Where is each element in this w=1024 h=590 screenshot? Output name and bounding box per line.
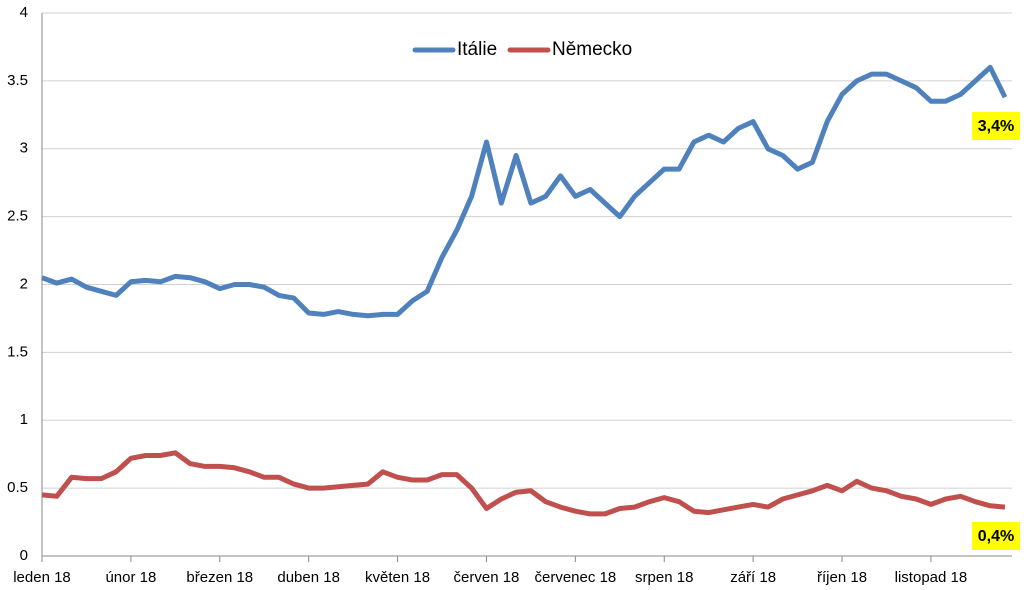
- legend-label: Německo: [552, 39, 632, 60]
- legend-label: Itálie: [457, 39, 497, 60]
- x-tick-label: duben 18: [277, 569, 340, 586]
- x-tick-label: červen 18: [454, 569, 520, 586]
- line-series: [41, 450, 1006, 517]
- annotation-box: [972, 112, 1020, 140]
- x-tick-label: květen 18: [365, 569, 430, 586]
- legend-item: Itálie: [412, 39, 497, 60]
- legend-item: Německo: [507, 39, 632, 60]
- y-tick-label: 0: [20, 547, 28, 564]
- x-tick-label: březen 18: [186, 569, 253, 586]
- x-tick-label: červenec 18: [534, 569, 616, 586]
- y-tick-label: 1: [20, 411, 28, 428]
- y-tick-label: 4: [20, 4, 28, 21]
- y-tick-label: 2.5: [7, 208, 28, 225]
- y-tick-label: 3: [20, 140, 28, 157]
- x-tick-label: listopad 18: [895, 569, 968, 586]
- x-tick-label: únor 18: [105, 569, 156, 586]
- x-tick-label: leden 18: [13, 569, 71, 586]
- y-tick-label: 2: [20, 275, 28, 292]
- x-tick-label: srpen 18: [635, 569, 693, 586]
- annotation-box: [972, 522, 1020, 550]
- annotation: 0,4%: [978, 528, 1014, 545]
- y-tick-label: 3.5: [7, 72, 28, 89]
- annotation: 3,4%: [978, 118, 1014, 135]
- x-tick-label: říjen 18: [817, 569, 867, 586]
- y-tick-label: 0.5: [7, 479, 28, 496]
- line-series: [41, 64, 1008, 319]
- y-tick-label: 1.5: [7, 343, 28, 360]
- x-tick-label: září 18: [730, 569, 776, 586]
